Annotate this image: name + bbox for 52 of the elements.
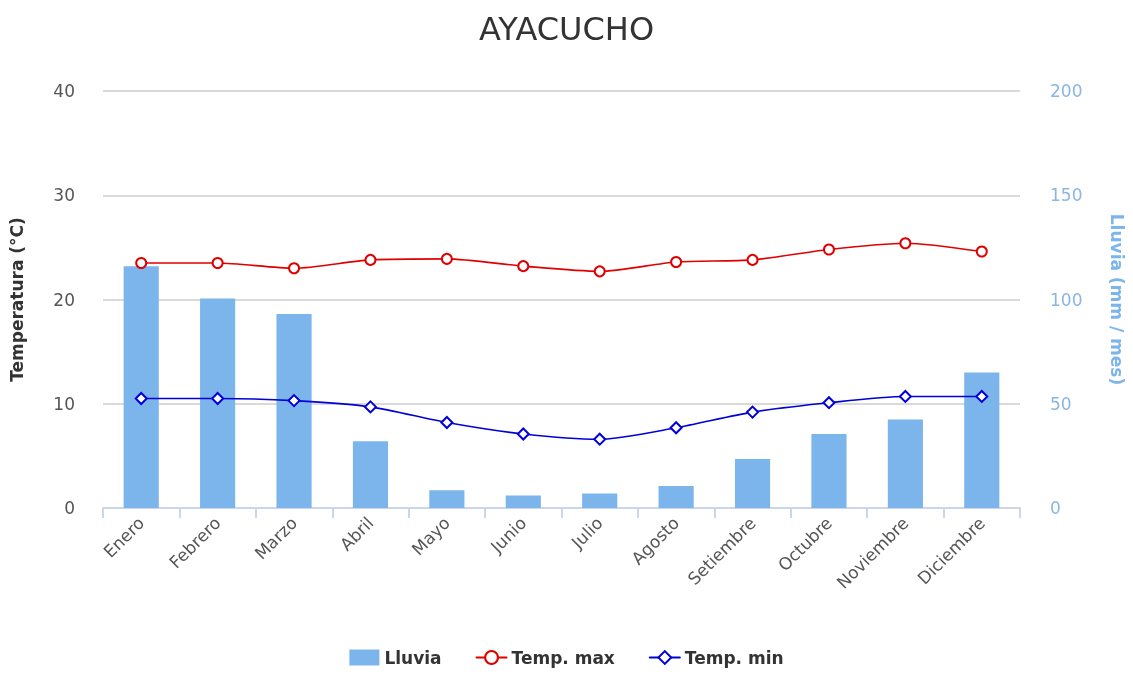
legend-label: Temp. min bbox=[684, 647, 784, 668]
point bbox=[440, 416, 454, 430]
bar bbox=[200, 298, 236, 508]
bar bbox=[276, 314, 312, 508]
point bbox=[516, 427, 530, 441]
bar bbox=[582, 493, 618, 508]
point bbox=[746, 405, 760, 419]
y2-tick-label: 150 bbox=[1050, 185, 1083, 206]
point bbox=[898, 389, 912, 403]
point bbox=[287, 394, 301, 408]
y2-tick-label: 200 bbox=[1050, 81, 1083, 101]
y-tick-label: 0 bbox=[64, 498, 75, 518]
bar bbox=[734, 459, 771, 508]
bar bbox=[429, 490, 465, 508]
y2-tick-label: 50 bbox=[1050, 393, 1072, 414]
point bbox=[670, 255, 683, 268]
point bbox=[822, 396, 836, 410]
point bbox=[669, 421, 683, 435]
point bbox=[593, 265, 606, 278]
point bbox=[440, 252, 453, 265]
point bbox=[288, 262, 301, 275]
legend-label: Temp. max bbox=[511, 647, 615, 668]
bar bbox=[352, 441, 389, 508]
point bbox=[364, 253, 377, 266]
y-tick-label: 30 bbox=[53, 185, 75, 206]
point bbox=[746, 253, 759, 266]
y2-tick-label: 0 bbox=[1050, 498, 1061, 518]
bar bbox=[887, 419, 923, 508]
point bbox=[135, 257, 148, 270]
y-axis-title: Temperatura (°C) bbox=[6, 217, 27, 382]
bar bbox=[964, 372, 1000, 508]
bar bbox=[505, 495, 541, 508]
y2-tick-label: 100 bbox=[1050, 289, 1083, 310]
y-tick-label: 40 bbox=[53, 81, 75, 101]
point bbox=[211, 257, 224, 270]
bar bbox=[658, 486, 694, 508]
legend-label: Lluvia bbox=[384, 647, 442, 668]
bar bbox=[123, 266, 159, 508]
point bbox=[363, 400, 377, 414]
point bbox=[975, 389, 989, 403]
point bbox=[593, 432, 607, 446]
point bbox=[822, 243, 835, 256]
point bbox=[975, 245, 988, 258]
chart-title: AYACUCHO bbox=[478, 10, 655, 48]
y2-axis-title: Lluvia (mm / mes) bbox=[1106, 213, 1127, 386]
bar bbox=[811, 433, 847, 508]
point bbox=[517, 260, 530, 273]
point bbox=[211, 392, 225, 406]
point bbox=[134, 392, 148, 406]
point bbox=[899, 237, 912, 250]
y-tick-label: 20 bbox=[53, 289, 75, 310]
y-tick-label: 10 bbox=[53, 393, 75, 414]
